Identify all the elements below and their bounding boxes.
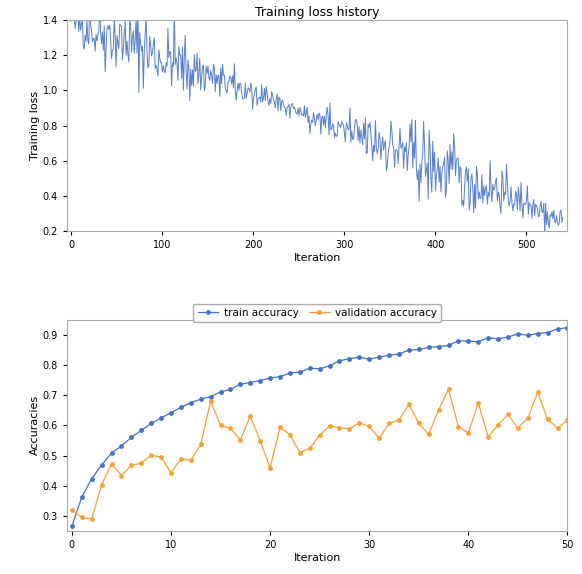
Legend: train accuracy, validation accuracy: train accuracy, validation accuracy <box>193 304 441 322</box>
validation accuracy <box>69 506 76 513</box>
train accuracy <box>69 523 76 530</box>
X-axis label: Iteration: Iteration <box>293 253 341 263</box>
Line: validation accuracy: validation accuracy <box>69 387 570 521</box>
validation accuracy <box>564 417 571 424</box>
validation accuracy <box>406 401 413 408</box>
Line: train accuracy: train accuracy <box>69 325 570 529</box>
validation accuracy <box>435 406 442 413</box>
validation accuracy <box>237 436 244 443</box>
train accuracy <box>227 386 234 393</box>
Title: Training loss history: Training loss history <box>255 6 379 19</box>
train accuracy <box>395 351 402 358</box>
validation accuracy <box>227 425 234 432</box>
train accuracy <box>564 324 571 331</box>
validation accuracy <box>554 425 561 432</box>
train accuracy <box>554 325 561 332</box>
X-axis label: Iteration: Iteration <box>293 553 341 563</box>
validation accuracy <box>187 457 194 464</box>
validation accuracy <box>88 515 95 522</box>
validation accuracy <box>445 386 452 393</box>
train accuracy <box>178 404 184 411</box>
train accuracy <box>217 389 224 395</box>
Y-axis label: Training loss: Training loss <box>30 91 40 160</box>
train accuracy <box>425 344 432 351</box>
Y-axis label: Accuracies: Accuracies <box>30 395 40 455</box>
